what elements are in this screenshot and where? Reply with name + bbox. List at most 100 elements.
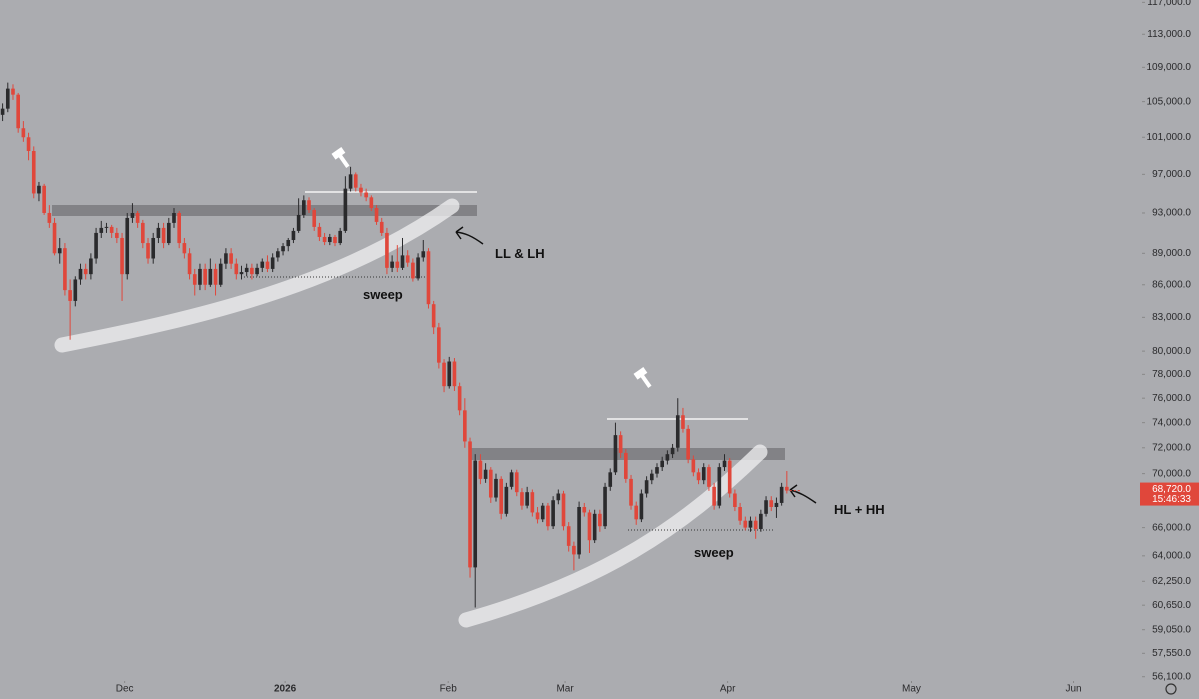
annotation: LL & LH	[495, 246, 545, 261]
y-tick-label: 97,000.0	[1152, 169, 1191, 180]
candle-body	[405, 255, 410, 263]
price-box	[1140, 482, 1199, 506]
candle-body	[250, 267, 254, 275]
candle-body	[644, 480, 649, 494]
candle-body	[670, 447, 675, 455]
candle-body	[141, 222, 145, 244]
candle-body	[161, 227, 166, 244]
candle-body	[151, 237, 156, 259]
candle-body	[582, 506, 587, 513]
candle-body	[317, 226, 322, 237]
x-tick-label: Dec	[116, 684, 134, 695]
y-tick-label: 74,000.0	[1152, 417, 1191, 428]
candle-body	[63, 248, 67, 291]
candle-body	[104, 226, 109, 228]
candle-body	[431, 304, 436, 328]
y-tick-label: 76,000.0	[1152, 393, 1191, 404]
candle-body	[16, 94, 20, 129]
candle-body	[598, 513, 602, 527]
candle-body	[421, 251, 426, 258]
candle-body	[748, 520, 753, 528]
candle-body	[130, 212, 135, 218]
candle-body	[551, 500, 555, 527]
candle-body	[478, 460, 483, 479]
candle-body	[109, 226, 114, 233]
candle-body	[437, 327, 441, 363]
y-tick-label: 70,000.0	[1152, 468, 1191, 479]
y-tick-label: 89,000.0	[1152, 248, 1191, 259]
candle-body	[572, 545, 576, 555]
hammer-icon	[331, 147, 350, 168]
candle-body	[364, 192, 368, 198]
candle-body	[182, 243, 187, 254]
candle-body	[712, 486, 716, 506]
candle-body	[0, 108, 5, 115]
arrow	[789, 484, 817, 504]
zone	[471, 448, 785, 460]
candle-body	[359, 187, 363, 193]
candle-body	[400, 255, 405, 268]
candle-body	[307, 200, 311, 211]
candle-body	[11, 88, 15, 95]
y-tick-label: 57,550.0	[1152, 648, 1191, 659]
candle-body	[587, 512, 592, 541]
x-tick-label: Feb	[440, 684, 458, 695]
candle-body	[753, 520, 758, 530]
candle-body	[99, 227, 104, 233]
candle-body	[686, 428, 690, 460]
settings-icon[interactable]	[1165, 683, 1177, 695]
candle-body	[224, 253, 228, 264]
candle-body	[78, 268, 83, 280]
candle-body	[717, 467, 722, 506]
candle-body	[707, 467, 711, 487]
candle-body	[463, 410, 467, 442]
candle-body	[369, 197, 374, 209]
candle-body	[338, 230, 342, 244]
y-tick-label: 62,250.0	[1152, 576, 1191, 587]
candle-body	[395, 261, 400, 268]
x-tick-label: Jun	[1065, 684, 1081, 695]
candle-body	[213, 268, 218, 285]
candle-body	[348, 174, 353, 189]
y-tick-label: 117,000.0	[1147, 0, 1191, 8]
candle-body	[156, 227, 161, 238]
y-tick-label: 101,000.0	[1147, 132, 1192, 143]
candle-body	[125, 217, 130, 275]
candle-body	[468, 441, 472, 568]
candle-body	[270, 257, 275, 269]
candle-body	[442, 362, 446, 387]
candle-body	[452, 361, 457, 387]
candle-body	[192, 274, 197, 285]
candle-body	[499, 478, 504, 514]
candle-body	[115, 232, 119, 238]
candle-body	[660, 460, 665, 468]
candle-body	[447, 361, 452, 387]
candle-body	[426, 251, 431, 305]
candle-body	[343, 188, 348, 231]
candle-body	[47, 212, 52, 223]
candle-body	[385, 232, 389, 268]
y-tick-label: 105,000.0	[1147, 96, 1192, 107]
candle-body	[83, 268, 88, 275]
candle-body	[21, 128, 26, 138]
candle-body	[691, 459, 696, 473]
candle-body	[312, 210, 317, 227]
y-tick-label: 93,000.0	[1152, 208, 1191, 219]
candle-body	[727, 460, 732, 494]
candle-body	[31, 150, 36, 194]
candle-body	[5, 88, 10, 109]
candle-body	[733, 493, 737, 507]
candle-body	[504, 486, 509, 514]
y-tick-label: 66,000.0	[1152, 522, 1191, 533]
candle-body	[322, 236, 327, 243]
candle-body	[514, 472, 519, 493]
candle-body	[722, 460, 727, 468]
candle-body	[296, 214, 301, 231]
y-tick-label: 109,000.0	[1147, 62, 1192, 73]
candle-body	[374, 208, 379, 222]
candle-body	[769, 500, 774, 507]
candle-body	[327, 236, 332, 243]
x-tick-label: Apr	[720, 684, 736, 695]
